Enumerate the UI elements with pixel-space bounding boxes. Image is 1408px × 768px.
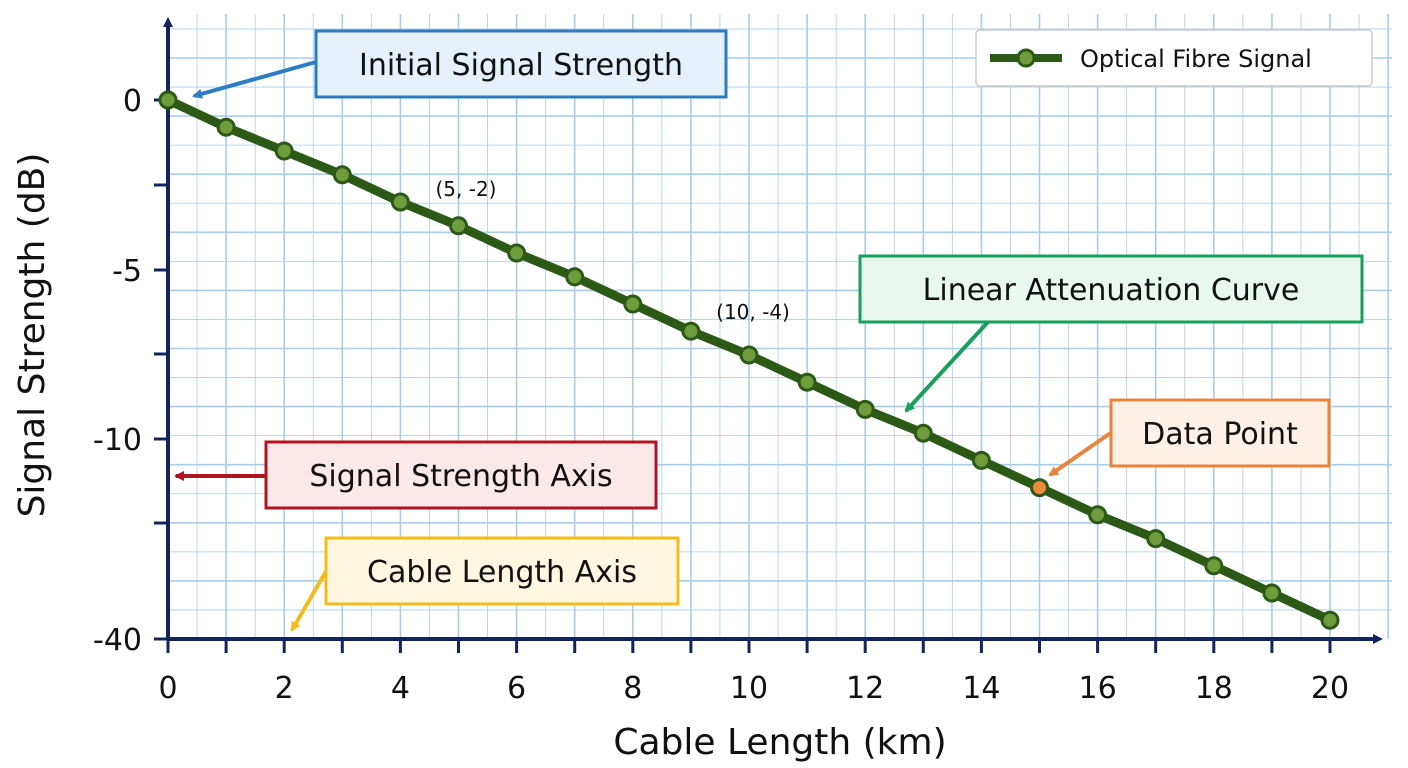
series-optical-fibre	[158, 90, 1340, 630]
data-point	[623, 294, 643, 314]
callout-point-arrow	[1048, 430, 1114, 477]
x-axis-title: Cable Length (km)	[613, 722, 946, 763]
legend-label: Optical Fibre Signal	[1080, 45, 1312, 73]
y-axis-title: Signal Strength (dB)	[12, 153, 53, 518]
x-tick-label: 0	[158, 671, 177, 706]
data-point	[1320, 610, 1340, 630]
data-point	[797, 372, 817, 392]
callout-initial-signal: Initial Signal Strength	[192, 29, 728, 99]
x-tick-label: 20	[1311, 671, 1349, 706]
data-point	[971, 450, 991, 470]
y-tick-label: -5	[112, 254, 142, 289]
callout-x-axis: Cable Length Axis	[290, 536, 680, 632]
data-point	[1204, 556, 1224, 576]
callout-initial-text: Initial Signal Strength	[359, 48, 683, 83]
legend-marker-swatch	[1016, 48, 1036, 68]
x-tick-label: 10	[730, 671, 768, 706]
annotation-10-km: (10, -4)	[716, 300, 790, 324]
x-ticks: 0 2 4 6 8 10 12 14 16 18 20	[158, 638, 1349, 706]
x-tick-label: 14	[962, 671, 1000, 706]
x-tick-label: 2	[275, 671, 294, 706]
callout-y-axis: Signal Strength Axis	[174, 440, 658, 510]
callout-data-point: Data Point	[1048, 398, 1331, 477]
callout-point-box	[1109, 398, 1331, 468]
y-tick-label: -40	[93, 623, 142, 658]
data-point	[855, 399, 875, 419]
callout-x-axis-text: Cable Length Axis	[367, 555, 637, 590]
data-point	[274, 141, 294, 161]
callout-initial-arrow	[192, 60, 317, 99]
callout-curve-box	[858, 254, 1364, 324]
x-tick-label: 4	[391, 671, 410, 706]
data-point	[1146, 529, 1166, 549]
callout-attenuation-curve: Linear Attenuation Curve	[858, 254, 1364, 413]
data-point	[449, 216, 468, 236]
y-tick-label: 0	[123, 84, 142, 119]
axes	[163, 17, 1383, 644]
legend-box	[975, 29, 1373, 87]
callout-initial-box	[314, 29, 728, 99]
x-tick-label: 12	[846, 671, 884, 706]
data-point	[913, 423, 933, 443]
data-point	[1262, 583, 1282, 603]
grid-major	[168, 14, 1392, 639]
y-ticks: 0 -5 -10 -40	[93, 84, 169, 658]
data-point	[390, 192, 410, 212]
annotation-5-km: (5, -2)	[436, 177, 497, 201]
x-tick-label: 6	[507, 671, 526, 706]
data-point	[681, 321, 701, 341]
x-tick-label: 16	[1079, 671, 1117, 706]
data-point	[507, 243, 527, 263]
data-point	[332, 165, 352, 185]
data-point	[565, 267, 585, 287]
callout-curve-arrow	[904, 320, 990, 413]
callout-y-axis-text: Signal Strength Axis	[309, 459, 612, 494]
data-point	[216, 117, 236, 137]
callout-x-axis-arrow	[290, 566, 330, 632]
x-tick-label: 8	[623, 671, 642, 706]
callout-curve-text: Linear Attenuation Curve	[923, 273, 1300, 308]
legend: Optical Fibre Signal	[975, 29, 1373, 87]
callout-x-axis-box	[324, 536, 680, 606]
data-point	[1088, 505, 1108, 525]
data-point	[158, 90, 178, 110]
callout-y-axis-box	[264, 440, 658, 510]
y-tick-label: -10	[93, 423, 142, 458]
data-point	[739, 345, 759, 365]
x-tick-label: 18	[1195, 671, 1233, 706]
callout-point-text: Data Point	[1142, 417, 1298, 452]
highlighted-data-point	[1030, 478, 1049, 498]
